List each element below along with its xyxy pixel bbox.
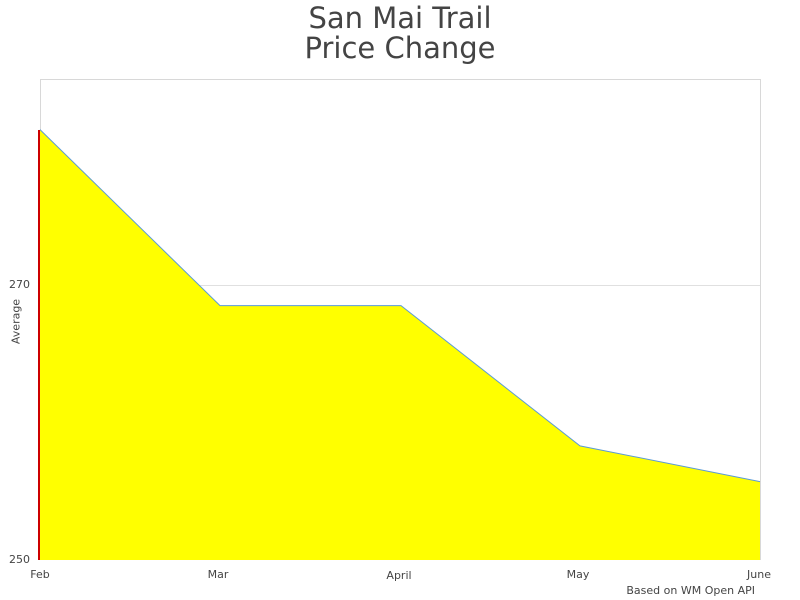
- chart-title-line1: San Mai Trail: [308, 1, 492, 35]
- area-series: [40, 129, 760, 560]
- chart-title-line2: Price Change: [304, 31, 496, 65]
- xtick-feb: Feb: [30, 568, 50, 581]
- xtick-may: May: [566, 568, 590, 581]
- y-axis-label: Average: [9, 298, 23, 345]
- xtick-mar: Mar: [207, 568, 229, 581]
- xtick-june: June: [747, 568, 771, 581]
- series-line: [39, 129, 761, 483]
- ytick-270: 270: [9, 278, 30, 291]
- chart-title: San Mai Trail Price Change: [0, 0, 800, 63]
- ytick-250: 250: [9, 553, 30, 566]
- credit-text: Based on WM Open API: [626, 584, 755, 597]
- xtick-april: April: [386, 569, 412, 582]
